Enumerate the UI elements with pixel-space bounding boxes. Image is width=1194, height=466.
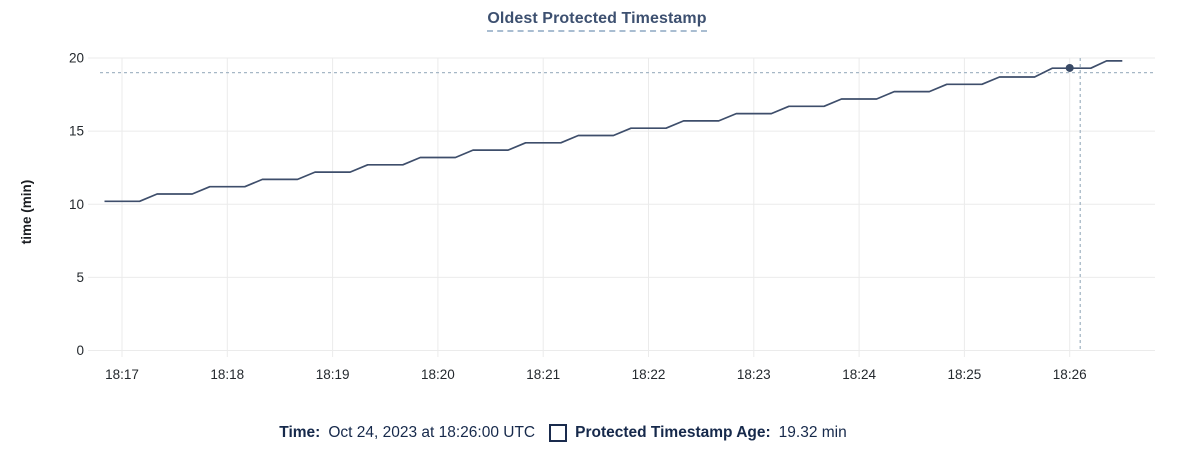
hover-point-dot (1065, 63, 1074, 72)
plot-area-wrap: 0 5 10 15 20 18:17 18:18 18:19 18:20 18:21 18:22 18… (0, 0, 1194, 400)
x-tick-label: 18:24 (842, 367, 876, 382)
x-tick-label: 18:23 (737, 367, 771, 382)
legend-series-label: Protected Timestamp Age: (575, 424, 771, 441)
legend-time-label: Time: (279, 424, 321, 441)
y-tick-label: 15 (69, 124, 84, 139)
x-tick-label: 18:19 (316, 367, 350, 382)
series-toggle-checkbox[interactable] (549, 424, 568, 442)
legend-time-value: Oct 24, 2023 at 18:26:00 UTC (328, 424, 536, 441)
hover-legend: Time: Oct 24, 2023 at 18:26:00 UTC Prote… (0, 424, 1194, 442)
series-line-protected-timestamp-age (104, 60, 1123, 203)
chart-title[interactable]: Oldest Protected Timestamp (487, 10, 707, 32)
x-tick-label: 18:18 (210, 367, 244, 382)
x-tick-label: 18:21 (526, 367, 560, 382)
x-tick-label: 18:26 (1053, 367, 1087, 382)
y-tick-label: 20 (69, 51, 84, 66)
x-tick-label: 18:20 (421, 367, 455, 382)
y-tick-label: 0 (76, 343, 84, 358)
y-axis-label: time (min) (19, 180, 34, 245)
x-tick-label: 18:17 (105, 367, 139, 382)
y-tick-label: 5 (76, 270, 84, 285)
x-tick-label: 18:22 (632, 367, 666, 382)
chart-header: Oldest Protected Timestamp (0, 10, 1194, 32)
y-tick-label: 10 (69, 197, 84, 212)
legend-series-value: 19.32 min (778, 424, 847, 441)
timeseries-plot[interactable]: 0 5 10 15 20 18:17 18:18 18:19 18:20 18:21 18:22 18… (0, 0, 1194, 400)
x-tick-label: 18:25 (948, 367, 982, 382)
